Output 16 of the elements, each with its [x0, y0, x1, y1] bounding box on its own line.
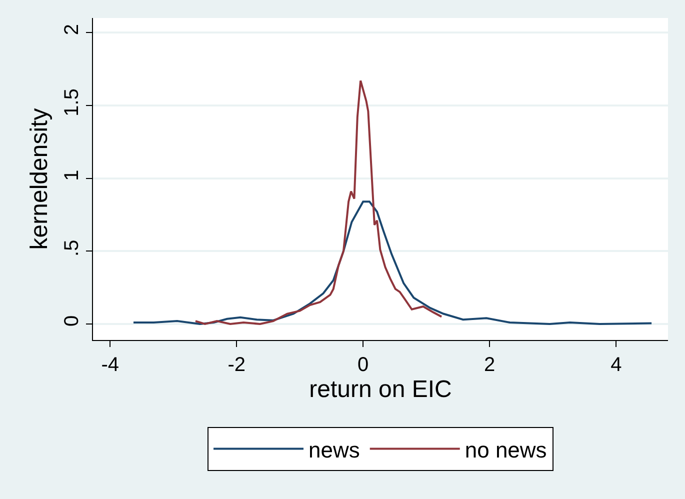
y-tick-label: 2: [61, 24, 83, 36]
line-series: [132, 200, 653, 325]
legend-label: news: [308, 437, 360, 462]
x-tick-label: -2: [228, 354, 246, 376]
x-axis-title: return on EIC: [309, 376, 452, 403]
x-tick-label: -4: [101, 354, 119, 376]
legend-label: no news: [464, 437, 547, 462]
y-tick-label: 0: [61, 315, 83, 327]
y-axis-title: kerneldensity: [26, 108, 54, 250]
x-tick-label: 0: [358, 354, 369, 376]
x-tick-label: 2: [484, 354, 496, 376]
y-tick-label: 1.5: [61, 88, 83, 116]
y-tick-label: .5: [61, 240, 83, 256]
line-series: [194, 80, 443, 325]
x-tick-label: 4: [610, 354, 622, 376]
y-tick-label: 1: [61, 170, 83, 181]
